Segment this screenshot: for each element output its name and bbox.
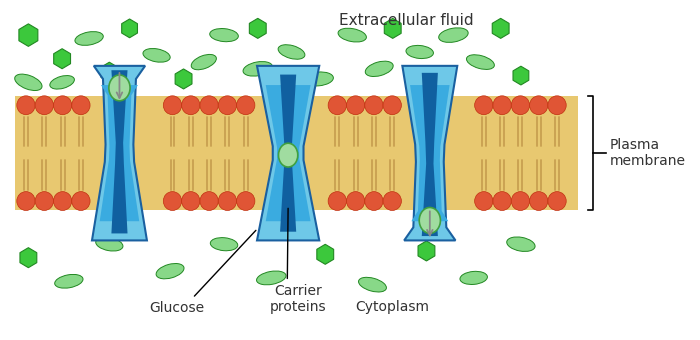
Circle shape xyxy=(365,192,383,210)
Bar xyxy=(15,96,578,210)
Polygon shape xyxy=(422,73,438,236)
Circle shape xyxy=(530,192,548,210)
Polygon shape xyxy=(418,241,435,261)
Circle shape xyxy=(200,96,218,115)
Circle shape xyxy=(181,96,200,115)
Polygon shape xyxy=(432,70,448,88)
Circle shape xyxy=(365,96,383,115)
Ellipse shape xyxy=(256,271,286,285)
Circle shape xyxy=(218,96,237,115)
Circle shape xyxy=(328,192,346,210)
Text: Carrier
proteins: Carrier proteins xyxy=(270,208,327,314)
Ellipse shape xyxy=(210,238,238,251)
Ellipse shape xyxy=(55,274,83,288)
Circle shape xyxy=(493,96,511,115)
Ellipse shape xyxy=(75,32,104,45)
Polygon shape xyxy=(20,248,37,268)
Circle shape xyxy=(475,96,493,115)
Polygon shape xyxy=(19,24,38,46)
Text: Cytoplasm: Cytoplasm xyxy=(356,300,430,314)
Circle shape xyxy=(328,96,346,115)
Ellipse shape xyxy=(358,277,386,292)
Circle shape xyxy=(237,96,255,115)
Text: Plasma
membrane: Plasma membrane xyxy=(610,138,685,168)
Polygon shape xyxy=(92,66,147,240)
Circle shape xyxy=(346,192,365,210)
Ellipse shape xyxy=(15,74,42,90)
Ellipse shape xyxy=(466,55,494,69)
Circle shape xyxy=(35,192,53,210)
Ellipse shape xyxy=(243,62,272,76)
Ellipse shape xyxy=(96,237,123,251)
Ellipse shape xyxy=(191,54,216,70)
Circle shape xyxy=(53,96,72,115)
Ellipse shape xyxy=(278,45,305,59)
Ellipse shape xyxy=(304,72,333,86)
Ellipse shape xyxy=(439,28,468,42)
Ellipse shape xyxy=(338,28,366,42)
Circle shape xyxy=(548,96,566,115)
Circle shape xyxy=(383,192,401,210)
Ellipse shape xyxy=(109,75,130,101)
Ellipse shape xyxy=(50,75,74,89)
Circle shape xyxy=(383,96,401,115)
Circle shape xyxy=(475,192,493,210)
Polygon shape xyxy=(402,66,457,240)
Polygon shape xyxy=(122,19,137,38)
Polygon shape xyxy=(280,74,296,232)
Circle shape xyxy=(218,192,237,210)
Circle shape xyxy=(17,192,35,210)
Polygon shape xyxy=(175,69,192,89)
Ellipse shape xyxy=(365,61,393,76)
Circle shape xyxy=(511,96,530,115)
Circle shape xyxy=(548,192,566,210)
Polygon shape xyxy=(54,49,71,69)
Ellipse shape xyxy=(419,207,440,233)
Polygon shape xyxy=(384,18,401,38)
Circle shape xyxy=(181,192,200,210)
Ellipse shape xyxy=(210,29,238,42)
Circle shape xyxy=(17,96,35,115)
Polygon shape xyxy=(492,18,509,38)
Ellipse shape xyxy=(156,264,184,279)
Circle shape xyxy=(346,96,365,115)
Polygon shape xyxy=(101,62,118,82)
Ellipse shape xyxy=(507,237,535,252)
Ellipse shape xyxy=(406,46,433,58)
Circle shape xyxy=(72,192,90,210)
Polygon shape xyxy=(266,85,311,221)
Polygon shape xyxy=(513,66,528,85)
Circle shape xyxy=(511,192,530,210)
Text: Extracellular fluid: Extracellular fluid xyxy=(339,13,473,28)
Circle shape xyxy=(237,192,255,210)
Polygon shape xyxy=(111,70,127,234)
Circle shape xyxy=(200,192,218,210)
Polygon shape xyxy=(99,85,139,221)
Ellipse shape xyxy=(279,143,298,167)
Circle shape xyxy=(493,192,511,210)
Polygon shape xyxy=(410,85,449,221)
Polygon shape xyxy=(249,18,266,38)
Circle shape xyxy=(163,96,181,115)
Polygon shape xyxy=(257,66,319,240)
Polygon shape xyxy=(317,244,334,264)
Text: Glucose: Glucose xyxy=(149,230,256,315)
Circle shape xyxy=(530,96,548,115)
Ellipse shape xyxy=(460,271,487,285)
Ellipse shape xyxy=(143,49,170,62)
Circle shape xyxy=(72,96,90,115)
Circle shape xyxy=(163,192,181,210)
Circle shape xyxy=(53,192,72,210)
Circle shape xyxy=(35,96,53,115)
